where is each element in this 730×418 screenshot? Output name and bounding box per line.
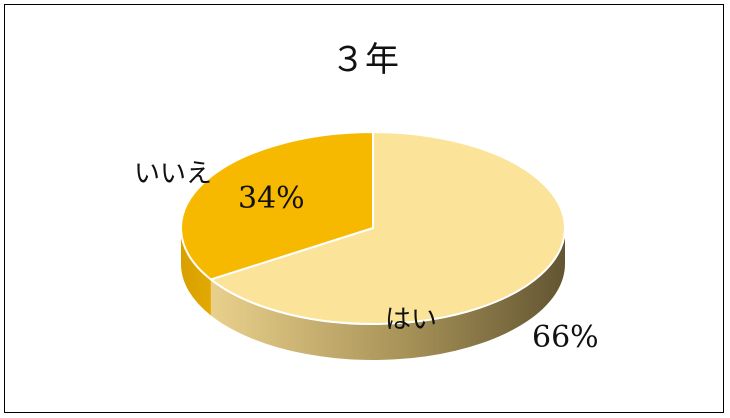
slice-label-yes: はい	[385, 305, 437, 335]
slice-no	[180, 131, 374, 281]
slice-side-no	[181, 228, 211, 316]
slice-value-yes: 66%	[532, 320, 599, 355]
slice-yes	[209, 131, 566, 325]
slice-value-no: 34%	[238, 181, 305, 216]
slice-side-yes	[210, 228, 565, 360]
chart-title: ３年	[331, 40, 399, 80]
slice-label-no: いいえ	[134, 159, 212, 189]
